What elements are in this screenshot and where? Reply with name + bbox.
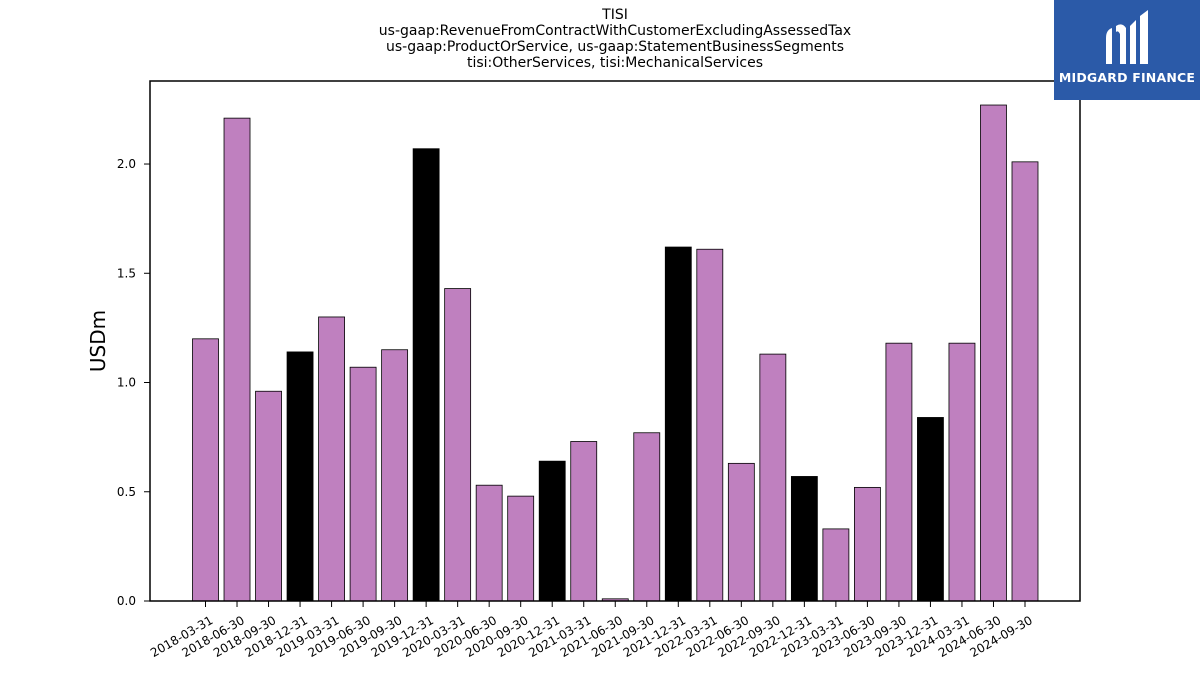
bars-group (192, 104, 1039, 602)
bar-2021-12-31 (664, 246, 692, 602)
y-tick-label: 2.0 (117, 157, 136, 171)
y-tick-label: 1.0 (117, 376, 136, 390)
logo-mark-icon (1106, 10, 1148, 64)
bar-2023-12-31 (917, 417, 944, 602)
bar-2022-03-31 (696, 248, 724, 602)
y-axis-label: USDm (86, 310, 110, 372)
bar-2019-03-31 (318, 316, 345, 602)
bar-2022-12-31 (790, 476, 818, 602)
bar-2024-09-30 (1011, 161, 1039, 602)
bar-2022-06-30 (727, 462, 755, 602)
bar-2023-09-30 (885, 342, 913, 602)
bar-2021-09-30 (633, 432, 661, 602)
chart-title-line-4: tisi:OtherServices, tisi:MechanicalServi… (466, 55, 764, 71)
bar-2020-03-31 (444, 288, 472, 602)
y-axis: 0.0 0.5 1.0 1.5 2.0 (117, 157, 150, 608)
y-tick-label: 0.0 (117, 594, 136, 608)
bar-2018-09-30 (255, 390, 282, 602)
bar-2024-03-31 (948, 342, 976, 602)
bar-2019-06-30 (349, 366, 377, 602)
bar-2018-03-31 (192, 338, 219, 602)
bar-2020-09-30 (507, 495, 535, 602)
bar-2018-12-31 (286, 351, 314, 602)
chart-title-line-2: us-gaap:RevenueFromContractWithCustomerE… (378, 23, 852, 39)
chart-title-line-1: TISI (602, 7, 628, 23)
midgard-finance-logo: MIDGARD FINANCE (1054, 0, 1200, 100)
bar-2019-12-31 (412, 148, 440, 602)
bar-2022-09-30 (759, 353, 787, 602)
x-axis: 2018-03-312018-06-302018-09-302018-12-31… (148, 601, 1035, 660)
logo-text: MIDGARD FINANCE (1058, 70, 1196, 85)
bar-2023-06-30 (854, 486, 881, 602)
bar-2024-06-30 (980, 104, 1007, 602)
chart-title-line-3: us-gaap:ProductOrService, us-gaap:Statem… (385, 39, 844, 55)
bar-2019-09-30 (381, 349, 409, 602)
bar-2018-06-30 (223, 117, 251, 602)
chart-title: TISI us-gaap:RevenueFromContractWithCust… (150, 7, 1080, 71)
bar-2023-03-31 (822, 528, 850, 602)
plot-frame (149, 80, 1081, 602)
bar-2020-06-30 (475, 484, 503, 602)
y-tick-label: 0.5 (117, 485, 136, 499)
bar-2021-03-31 (570, 441, 598, 602)
y-tick-label: 1.5 (117, 266, 136, 280)
bar-2020-12-31 (538, 460, 566, 602)
